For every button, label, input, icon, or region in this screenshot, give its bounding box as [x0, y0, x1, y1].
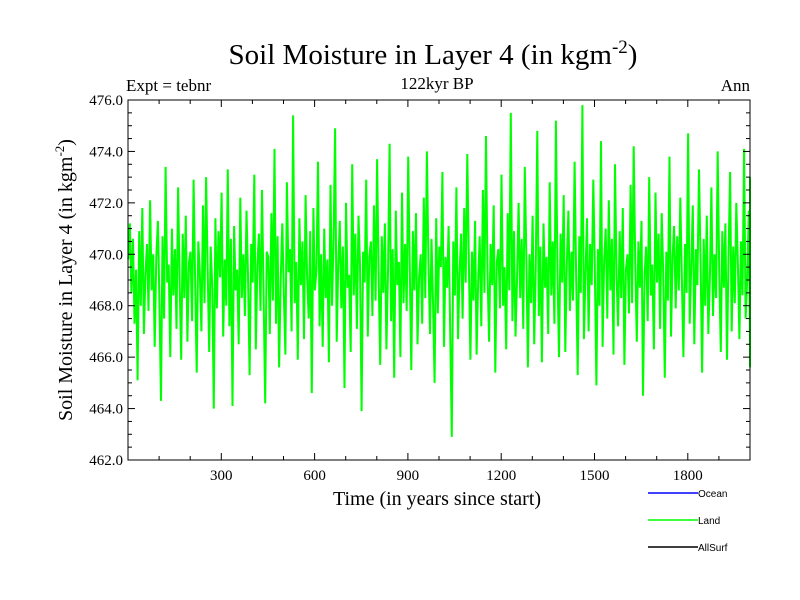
x-tick-label: 300 [210, 468, 233, 484]
y-tick-label: 472.0 [89, 196, 123, 212]
y-tick-label: 476.0 [89, 93, 123, 109]
x-axis-ticks: 300 600 900 1200 1500 1800 [158, 100, 720, 484]
x-tick-label: 1500 [580, 468, 610, 484]
y-axis-label: Soil Moisture in Layer 4 (in kgm-2) [52, 139, 77, 421]
y-tick-label: 464.0 [89, 402, 123, 418]
y-tick-label: 470.0 [89, 247, 123, 263]
x-tick-label: 600 [303, 468, 326, 484]
experiment-label: Expt = tebnr [126, 76, 211, 95]
y-tick-label: 474.0 [89, 144, 123, 160]
series-group [127, 105, 751, 437]
period-label: 122kyr BP [400, 74, 473, 93]
x-axis-label: Time (in years since start) [333, 488, 541, 510]
season-label: Ann [721, 76, 751, 95]
series-line-land [127, 105, 751, 437]
y-tick-label: 462.0 [89, 453, 123, 469]
x-tick-label: 1200 [486, 468, 516, 484]
y-tick-label: 466.0 [89, 350, 123, 366]
legend-label-allsurf: AllSurf [698, 543, 728, 554]
chart-title: Soil Moisture in Layer 4 (in kgm-2) [229, 37, 638, 71]
legend: Ocean Land AllSurf [648, 489, 728, 554]
legend-label-land: Land [698, 516, 720, 527]
x-tick-label: 900 [397, 468, 420, 484]
legend-label-ocean: Ocean [698, 489, 727, 500]
y-axis-ticks: 462.0 464.0 466.0 468.0 470.0 472.0 474.0 476.0 [89, 93, 750, 469]
y-tick-label: 468.0 [89, 299, 123, 315]
x-tick-label: 1800 [673, 468, 703, 484]
